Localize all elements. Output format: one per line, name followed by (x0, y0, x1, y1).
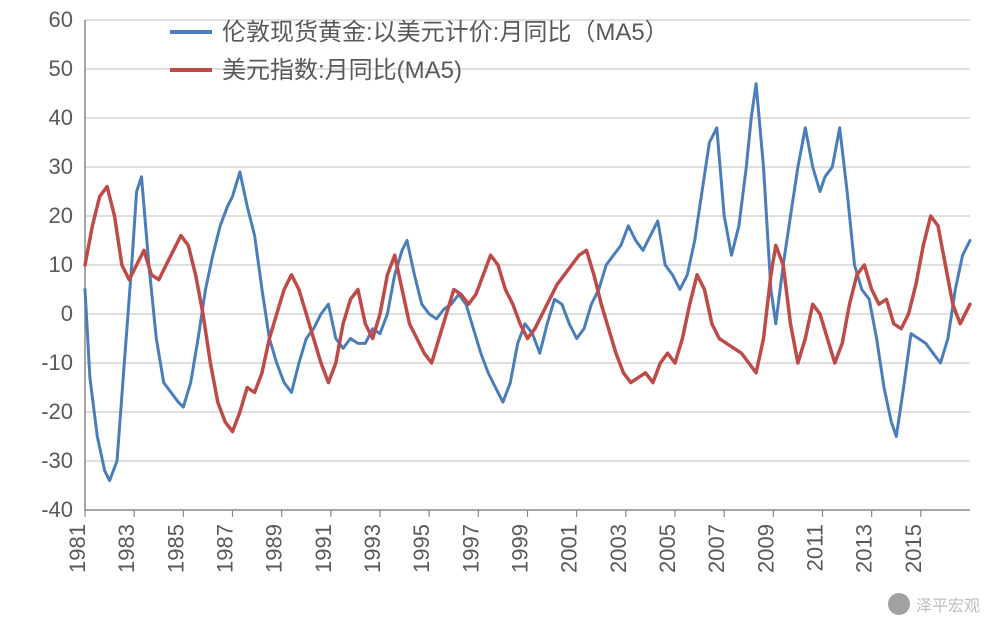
x-tick-label: 1981 (65, 524, 90, 573)
x-tick-label: 2001 (557, 524, 582, 573)
x-tick-label: 2013 (852, 524, 877, 573)
x-tick-label: 1999 (508, 524, 533, 573)
y-tick-label: 0 (61, 301, 73, 326)
line-chart: -40 -30 -20 -10 0 10 20 30 40 50 60 1981 1983 1985 198… (0, 0, 1000, 624)
x-tick-label: 1985 (163, 524, 188, 573)
y-tick-label: -40 (41, 497, 73, 522)
y-tick-label: -20 (41, 399, 73, 424)
x-tick-label: 2011 (803, 524, 828, 571)
y-tick-label: 50 (49, 56, 73, 81)
y-tick-label: 60 (49, 7, 73, 32)
y-tick-label: 20 (49, 203, 73, 228)
x-tick-label: 2015 (901, 524, 926, 573)
legend-label: 美元指数:月同比(MA5) (222, 57, 462, 84)
x-tick-label: 2007 (704, 524, 729, 573)
y-tick-label: 10 (49, 252, 73, 277)
x-tick-label: 1993 (360, 524, 385, 573)
x-tick-label: 1995 (409, 524, 434, 573)
chart-svg: -40 -30 -20 -10 0 10 20 30 40 50 60 1981 1983 1985 198… (0, 0, 1000, 624)
watermark: 泽平宏观 (888, 592, 980, 616)
x-tick-label: 2003 (606, 524, 631, 573)
x-tick-label: 2009 (753, 524, 778, 573)
x-tick-label: 1997 (458, 524, 483, 573)
x-tick-label: 1989 (262, 524, 287, 573)
y-tick-label: -10 (41, 350, 73, 375)
legend-label: 伦敦现货黄金:以美元计价:月同比（MA5） (222, 19, 669, 46)
series-line (85, 84, 970, 481)
x-tick-label: 2005 (655, 524, 680, 573)
series-line (85, 187, 970, 432)
y-tick-label: 40 (49, 105, 73, 130)
x-tick-label: 1991 (311, 524, 336, 573)
watermark-label: 泽平宏观 (916, 592, 980, 616)
y-tick-label: 30 (49, 154, 73, 179)
x-tick-label: 1987 (213, 524, 238, 573)
watermark-icon (888, 593, 910, 615)
y-tick-label: -30 (41, 448, 73, 473)
x-tick-label: 1983 (114, 524, 139, 573)
